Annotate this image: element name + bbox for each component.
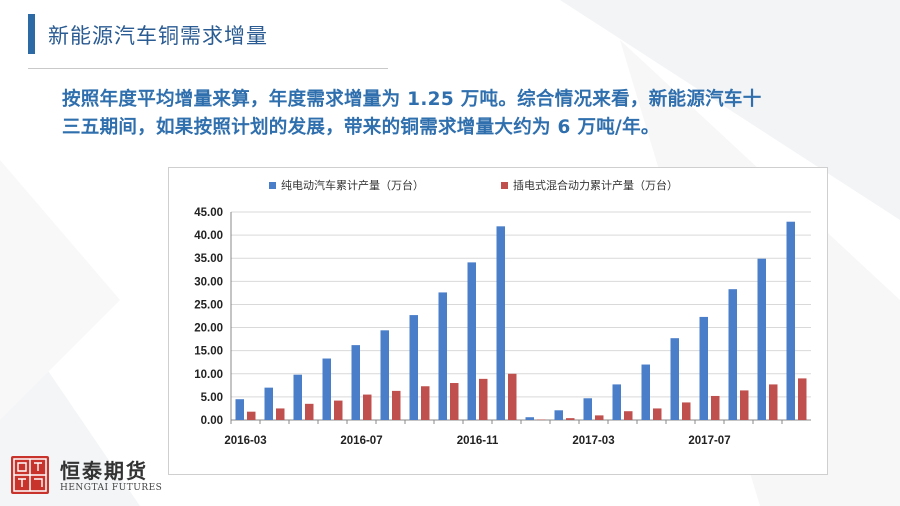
- logo-name-cn: 恒泰期货: [60, 459, 148, 483]
- bar-phev: [508, 373, 517, 420]
- x-tick-label: 2016-11: [457, 435, 499, 447]
- bar-phev: [450, 383, 459, 420]
- bar-phev: [479, 378, 488, 420]
- legend-label-0: 纯电动汽车累计产量（万台）: [281, 178, 424, 192]
- y-tick-label: 0.00: [201, 415, 223, 427]
- bar-bev: [641, 364, 650, 420]
- bar-bev: [525, 417, 534, 420]
- bar-phev: [769, 384, 778, 420]
- bar-bev: [380, 330, 389, 420]
- legend-swatch-0: [269, 182, 276, 189]
- bar-bev: [583, 398, 592, 420]
- paragraph-line-1: 按照年度平均增量来算，年度需求增量为 1.25 万吨。综合情况来看，新能源汽车十: [62, 89, 762, 110]
- bar-phev: [653, 408, 662, 420]
- bar-phev: [247, 411, 256, 420]
- bar-bev: [699, 316, 708, 420]
- legend-label-1: 插电式混合动力累计产量（万台）: [513, 178, 678, 192]
- bar-bev: [322, 358, 331, 420]
- y-tick-label: 10.00: [194, 369, 223, 381]
- bar-phev: [334, 400, 343, 420]
- bar-phev: [798, 378, 807, 420]
- bar-phev: [595, 415, 604, 420]
- bar-bev: [293, 374, 302, 420]
- title-accent-bar: [28, 14, 35, 54]
- chart-container: 纯电动汽车累计产量（万台） 插电式混合动力累计产量（万台） 45.00 40.00 35…: [168, 167, 828, 475]
- y-tick-label: 25.00: [194, 299, 223, 311]
- bar-bev: [554, 410, 563, 420]
- bar-phev: [740, 390, 749, 420]
- legend-swatch-1: [501, 182, 508, 189]
- bar-bev: [496, 226, 505, 420]
- bar-phev: [392, 390, 401, 420]
- bar-bev: [670, 338, 679, 420]
- bar-phev: [276, 408, 285, 420]
- bar-bev: [264, 387, 273, 420]
- bar-bev: [235, 399, 244, 420]
- bar-phev: [305, 403, 314, 420]
- bar-bev: [438, 292, 447, 420]
- bar-phev: [624, 411, 633, 420]
- bar-bev: [612, 384, 621, 420]
- company-logo: 恒泰期货 HENGTAI FUTURES: [10, 455, 170, 499]
- bar-phev: [421, 386, 430, 420]
- y-tick-label: 5.00: [201, 392, 223, 404]
- bar-bev: [351, 345, 360, 420]
- x-tick-label: 2017-03: [572, 435, 614, 447]
- slide-paragraph: 按照年度平均增量来算，年度需求增量为 1.25 万吨。综合情况来看，新能源汽车十…: [62, 86, 882, 142]
- logo-name-en: HENGTAI FUTURES: [60, 483, 163, 493]
- x-tick-label: 2017-07: [688, 435, 730, 447]
- x-tick-label: 2016-03: [224, 435, 266, 447]
- slide-title: 新能源汽车铜需求增量: [48, 24, 268, 48]
- title-divider: [28, 68, 388, 69]
- bar-phev: [682, 402, 691, 420]
- bar-bev: [467, 262, 476, 420]
- y-tick-label: 30.00: [194, 276, 223, 288]
- bar-phev: [363, 394, 372, 420]
- y-tick-label: 15.00: [194, 346, 223, 358]
- y-tick-label: 45.00: [194, 207, 223, 219]
- bar-phev: [566, 418, 575, 420]
- bar-phev: [537, 419, 546, 421]
- bar-bev: [409, 315, 418, 420]
- bar-chart: 纯电动汽车累计产量（万台） 插电式混合动力累计产量（万台） 45.00 40.00 35…: [194, 178, 811, 447]
- x-tick-label: 2016-07: [340, 435, 382, 447]
- y-tick-label: 20.00: [194, 323, 223, 335]
- y-tick-label: 35.00: [194, 253, 223, 265]
- bar-bev: [786, 221, 795, 420]
- seal-logo-icon: [11, 456, 49, 494]
- bar-bev: [757, 258, 766, 420]
- bar-bev: [728, 289, 737, 420]
- paragraph-line-2: 三五期间，如果按照计划的发展，带来的铜需求增量大约为 6 万吨/年。: [62, 117, 660, 138]
- bar-phev: [711, 395, 720, 420]
- y-tick-label: 40.00: [194, 230, 223, 242]
